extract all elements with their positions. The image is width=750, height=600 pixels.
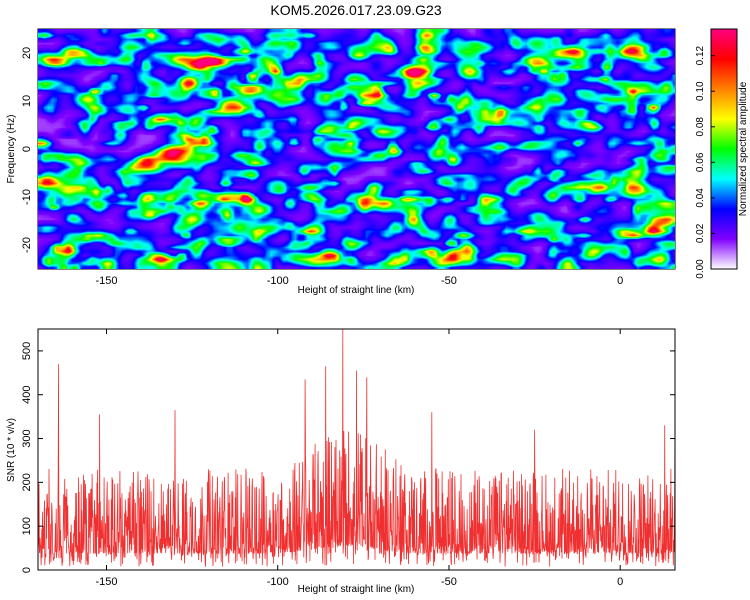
heatmap-x-tick-label: -50	[441, 275, 457, 287]
colorbar-tick-label: 0.04	[695, 188, 706, 208]
snr-y-tick-label: 500	[21, 342, 33, 360]
colorbar-tick-label: 0.06	[695, 152, 706, 172]
snr-frame	[37, 328, 676, 571]
snr-panel: -150 -100 -50 0 0 100 200 300 400 500 Height of …	[6, 328, 676, 595]
snr-y-tick-label: 200	[21, 473, 33, 491]
colorbar-gradient	[710, 28, 738, 270]
chart-title: KOM5.2026.017.23.09.G23	[270, 2, 441, 18]
snr-x-ticks: -150 -100 -50 0	[95, 329, 623, 588]
snr-y-ticks: 0 100 200 300 400 500	[21, 342, 675, 573]
snr-y-tick-label: 300	[21, 429, 33, 447]
heatmap-image	[38, 29, 675, 269]
snr-y-tick-label: 400	[21, 386, 33, 404]
heatmap-y-tick-label: 20	[21, 47, 33, 59]
colorbar-ticks: 0.00 0.02 0.04 0.06 0.08 0.10 0.12	[695, 45, 715, 279]
colorbar-tick-label: 0.02	[695, 223, 706, 243]
heatmap-x-ticks: -150 -100 -50 0	[95, 29, 623, 287]
snr-x-axis-label: Height of straight line (km)	[298, 584, 415, 595]
snr-y-axis-label: SNR (10 * v/v)	[6, 418, 17, 482]
colorbar-label: Normalized spectral amplitude	[738, 81, 749, 216]
heatmap-y-tick-label: -20	[21, 237, 33, 253]
heatmap-y-axis-label: Frequency (Hz)	[6, 115, 17, 184]
heatmap-x-tick-label: -100	[267, 275, 289, 287]
snr-y-tick-label: 100	[21, 517, 33, 535]
colorbar-tick-label: 0.08	[695, 117, 706, 137]
snr-x-tick-label: -150	[95, 576, 117, 588]
heatmap-y-tick-label: -10	[21, 189, 33, 205]
snr-y-tick-label: 0	[21, 567, 33, 573]
snr-series-line	[37, 328, 676, 567]
snr-x-tick-label: 0	[617, 576, 623, 588]
heatmap-y-tick-label: 0	[21, 146, 33, 152]
heatmap-y-tick-label: 10	[21, 95, 33, 107]
colorbar: 0.00 0.02 0.04 0.06 0.08 0.10 0.12 Normalized …	[695, 28, 749, 279]
colorbar-tick-label: 0.00	[695, 259, 706, 279]
snr-x-tick-label: -50	[441, 576, 457, 588]
colorbar-tick-label: 0.10	[695, 81, 706, 101]
heatmap-x-axis-label: Height of straight line (km)	[298, 285, 415, 296]
colorbar-tick-label: 0.12	[695, 45, 706, 65]
snr-x-tick-label: -100	[267, 576, 289, 588]
heatmap-x-tick-label: -150	[95, 275, 117, 287]
heatmap-x-tick-label: 0	[617, 275, 623, 287]
